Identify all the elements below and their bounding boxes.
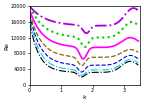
Y-axis label: Re: Re [4,42,9,50]
X-axis label: k: k [83,95,87,100]
